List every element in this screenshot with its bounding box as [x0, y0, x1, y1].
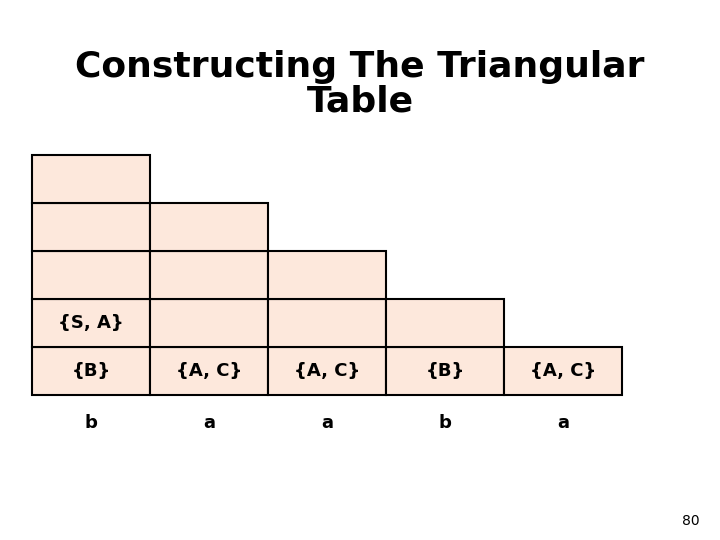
Bar — [504, 347, 622, 395]
Bar — [32, 299, 150, 347]
Text: {S, A}: {S, A} — [58, 314, 124, 332]
Bar — [150, 299, 268, 347]
Bar — [386, 299, 504, 347]
Text: a: a — [321, 414, 333, 432]
Bar — [268, 347, 386, 395]
Text: a: a — [557, 414, 569, 432]
Bar — [268, 299, 386, 347]
Bar — [32, 203, 150, 251]
Text: Constructing The Triangular: Constructing The Triangular — [76, 50, 644, 84]
Text: b: b — [84, 414, 97, 432]
Text: {B}: {B} — [426, 362, 464, 380]
Bar — [386, 347, 504, 395]
Text: b: b — [438, 414, 451, 432]
Text: 80: 80 — [683, 514, 700, 528]
Bar — [32, 347, 150, 395]
Text: Table: Table — [307, 85, 413, 119]
Bar — [268, 251, 386, 299]
Text: a: a — [203, 414, 215, 432]
Bar — [150, 203, 268, 251]
Bar — [32, 155, 150, 203]
Text: {B}: {B} — [71, 362, 111, 380]
Bar — [32, 251, 150, 299]
Text: {A, C}: {A, C} — [294, 362, 360, 380]
Bar — [150, 251, 268, 299]
Bar — [150, 347, 268, 395]
Text: {A, C}: {A, C} — [530, 362, 596, 380]
Text: {A, C}: {A, C} — [176, 362, 242, 380]
